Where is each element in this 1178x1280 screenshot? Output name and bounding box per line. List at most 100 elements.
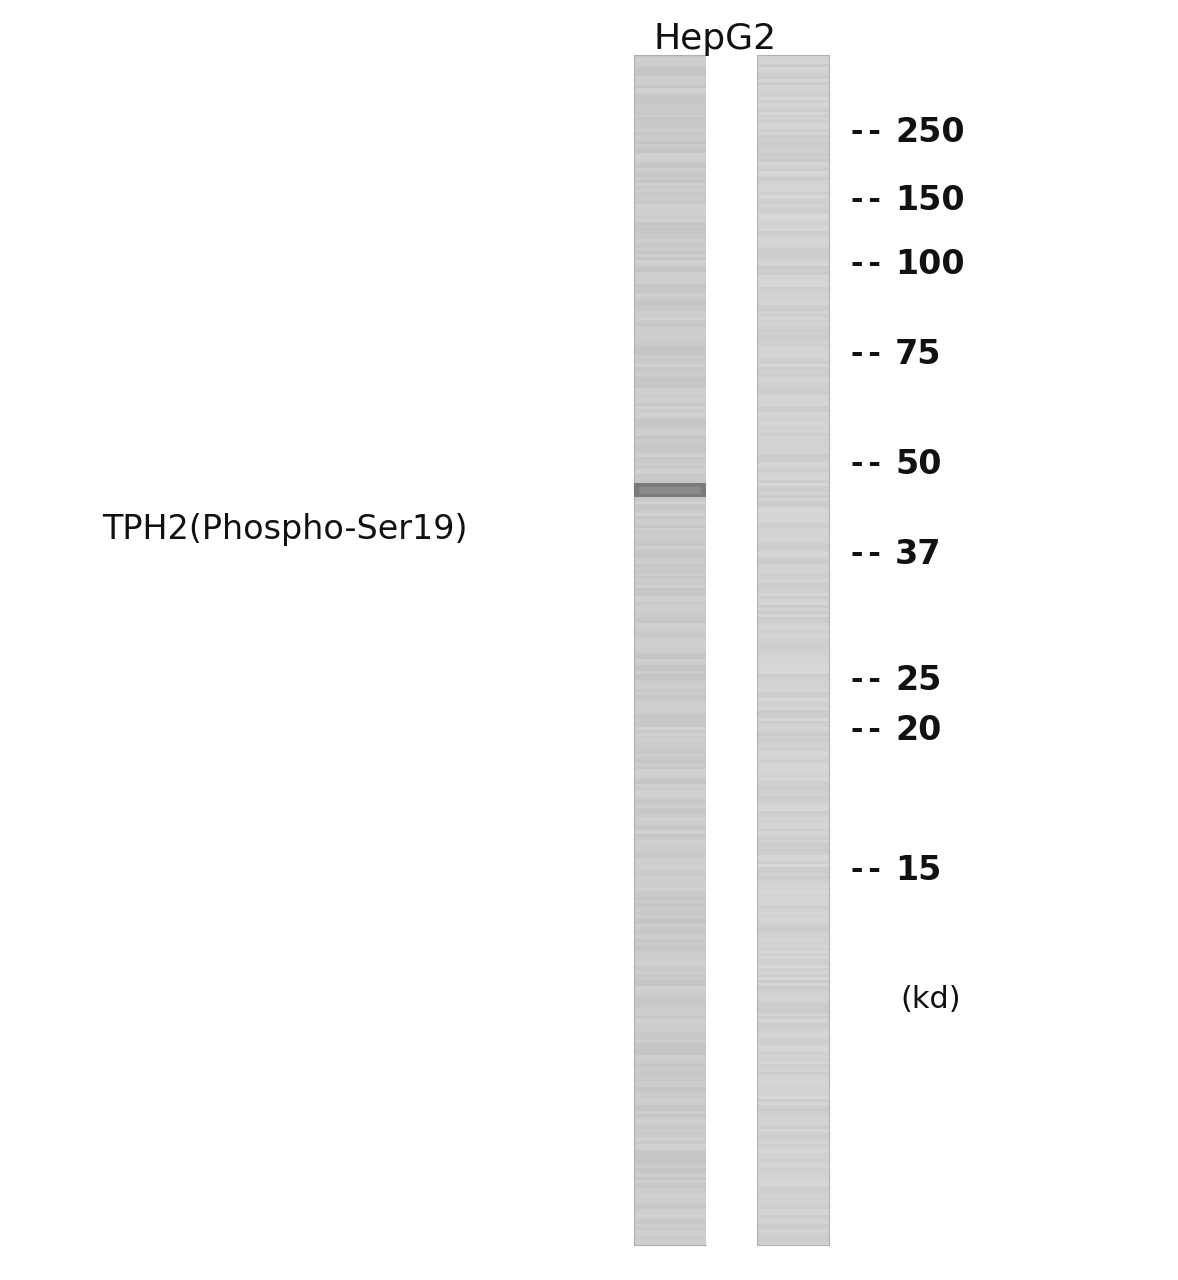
Bar xyxy=(757,493,829,495)
Bar xyxy=(757,745,829,749)
Bar xyxy=(757,873,829,876)
Bar xyxy=(757,870,829,873)
Bar xyxy=(757,1055,829,1057)
Bar xyxy=(634,756,706,760)
Bar xyxy=(634,1167,706,1171)
Bar xyxy=(634,630,706,632)
Bar xyxy=(634,920,706,924)
Text: --: -- xyxy=(848,340,885,370)
Bar xyxy=(757,992,829,995)
Bar xyxy=(634,147,706,150)
Bar xyxy=(757,424,829,426)
Bar xyxy=(757,300,829,302)
Bar xyxy=(757,709,829,713)
Bar xyxy=(757,1117,829,1120)
Text: 50: 50 xyxy=(895,448,941,481)
Bar xyxy=(757,1180,829,1183)
Bar xyxy=(634,801,706,805)
Bar xyxy=(634,1084,706,1087)
Text: 100: 100 xyxy=(895,248,965,282)
Bar xyxy=(757,210,829,212)
Bar xyxy=(634,282,706,284)
Bar xyxy=(757,707,829,709)
Bar xyxy=(757,516,829,520)
Bar xyxy=(757,145,829,147)
Bar xyxy=(757,1007,829,1010)
Bar xyxy=(634,915,706,918)
Bar xyxy=(757,969,829,972)
Bar xyxy=(757,844,829,846)
Bar xyxy=(757,986,829,989)
Bar xyxy=(757,716,829,718)
Bar xyxy=(757,356,829,358)
Bar xyxy=(634,751,706,754)
Bar xyxy=(757,801,829,805)
Bar xyxy=(757,93,829,97)
Bar xyxy=(757,740,829,742)
Bar xyxy=(634,215,706,219)
Bar xyxy=(757,1236,829,1239)
Bar xyxy=(634,1165,706,1167)
Bar xyxy=(634,846,706,850)
Bar xyxy=(757,823,829,826)
Bar xyxy=(757,1233,829,1236)
Bar xyxy=(634,650,706,653)
Bar xyxy=(634,186,706,189)
Bar xyxy=(757,195,829,198)
Bar xyxy=(634,632,706,635)
Bar xyxy=(757,832,829,835)
Bar xyxy=(634,552,706,554)
Bar xyxy=(634,118,706,120)
Bar xyxy=(634,513,706,516)
Bar xyxy=(757,278,829,282)
Bar xyxy=(634,64,706,67)
Bar xyxy=(634,873,706,876)
Bar xyxy=(757,760,829,763)
Bar xyxy=(634,421,706,424)
Bar xyxy=(757,689,829,691)
Bar xyxy=(634,424,706,426)
Bar xyxy=(634,1096,706,1100)
Bar xyxy=(757,1087,829,1091)
Bar xyxy=(757,1093,829,1096)
Bar xyxy=(634,644,706,646)
Bar xyxy=(757,558,829,561)
Bar xyxy=(757,754,829,756)
Bar xyxy=(757,563,829,567)
Bar xyxy=(634,671,706,673)
Bar xyxy=(757,1048,829,1052)
Bar xyxy=(634,545,706,549)
Bar xyxy=(757,998,829,1001)
Bar xyxy=(757,1016,829,1019)
Bar xyxy=(634,129,706,132)
Bar xyxy=(634,623,706,626)
Bar xyxy=(757,572,829,576)
Bar xyxy=(634,614,706,617)
Bar xyxy=(634,1108,706,1111)
Bar xyxy=(634,165,706,168)
Bar xyxy=(757,1197,829,1201)
Bar xyxy=(634,945,706,947)
Bar xyxy=(634,93,706,97)
Bar xyxy=(634,576,706,579)
Bar xyxy=(757,230,829,233)
Bar xyxy=(757,154,829,156)
Bar xyxy=(757,552,829,554)
Bar xyxy=(634,403,706,406)
Bar xyxy=(757,82,829,84)
Bar xyxy=(757,861,829,864)
Bar xyxy=(757,201,829,204)
Text: --: -- xyxy=(848,118,885,146)
Bar xyxy=(757,91,829,93)
Bar xyxy=(634,174,706,177)
Bar xyxy=(634,255,706,257)
Bar xyxy=(634,933,706,936)
Text: --: -- xyxy=(848,666,885,695)
Bar xyxy=(757,379,829,383)
Bar xyxy=(634,617,706,621)
Bar xyxy=(634,1228,706,1230)
Bar xyxy=(757,1120,829,1123)
Bar xyxy=(757,1135,829,1138)
Text: --: -- xyxy=(848,251,885,279)
Bar xyxy=(757,819,829,823)
